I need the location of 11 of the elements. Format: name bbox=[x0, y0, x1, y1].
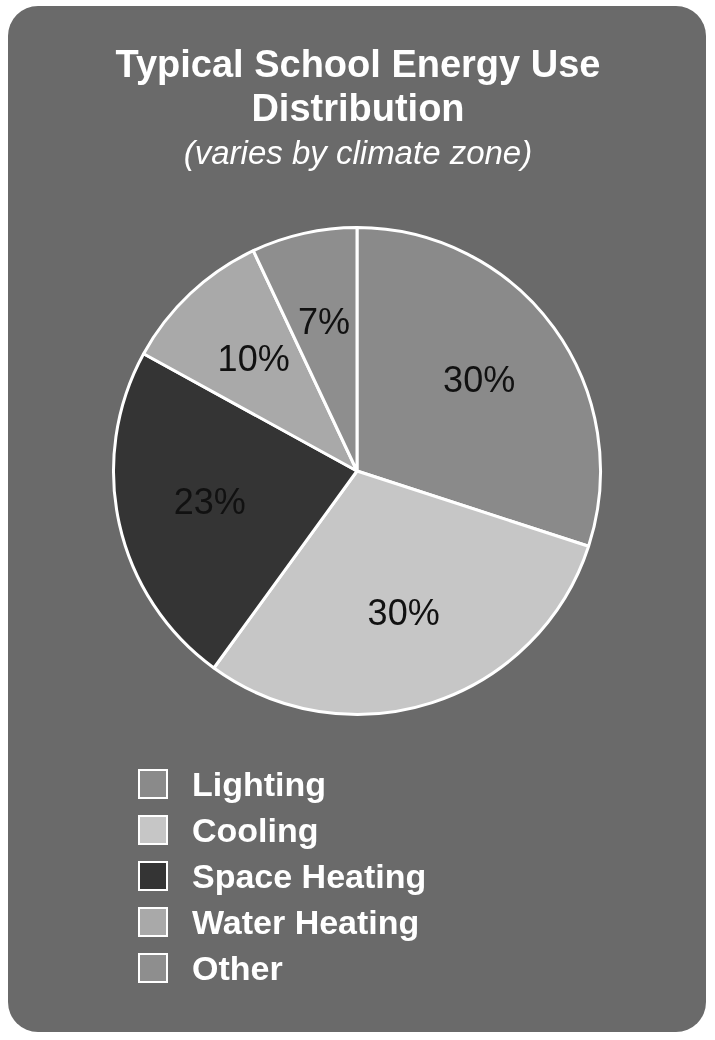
chart-subtitle: (varies by climate zone) bbox=[182, 134, 534, 172]
legend-label: Water Heating bbox=[192, 902, 420, 942]
legend-label: Lighting bbox=[192, 764, 327, 804]
data-label: 30% bbox=[367, 591, 440, 633]
chart-title: Typical School Energy Use Distribution bbox=[114, 42, 602, 130]
legend-label: Space Heating bbox=[192, 856, 427, 896]
data-label: 30% bbox=[443, 359, 516, 401]
legend-label: Other bbox=[192, 948, 283, 988]
legend-label: Cooling bbox=[192, 810, 319, 850]
data-label: 7% bbox=[298, 300, 351, 342]
data-label: 10% bbox=[217, 337, 290, 379]
